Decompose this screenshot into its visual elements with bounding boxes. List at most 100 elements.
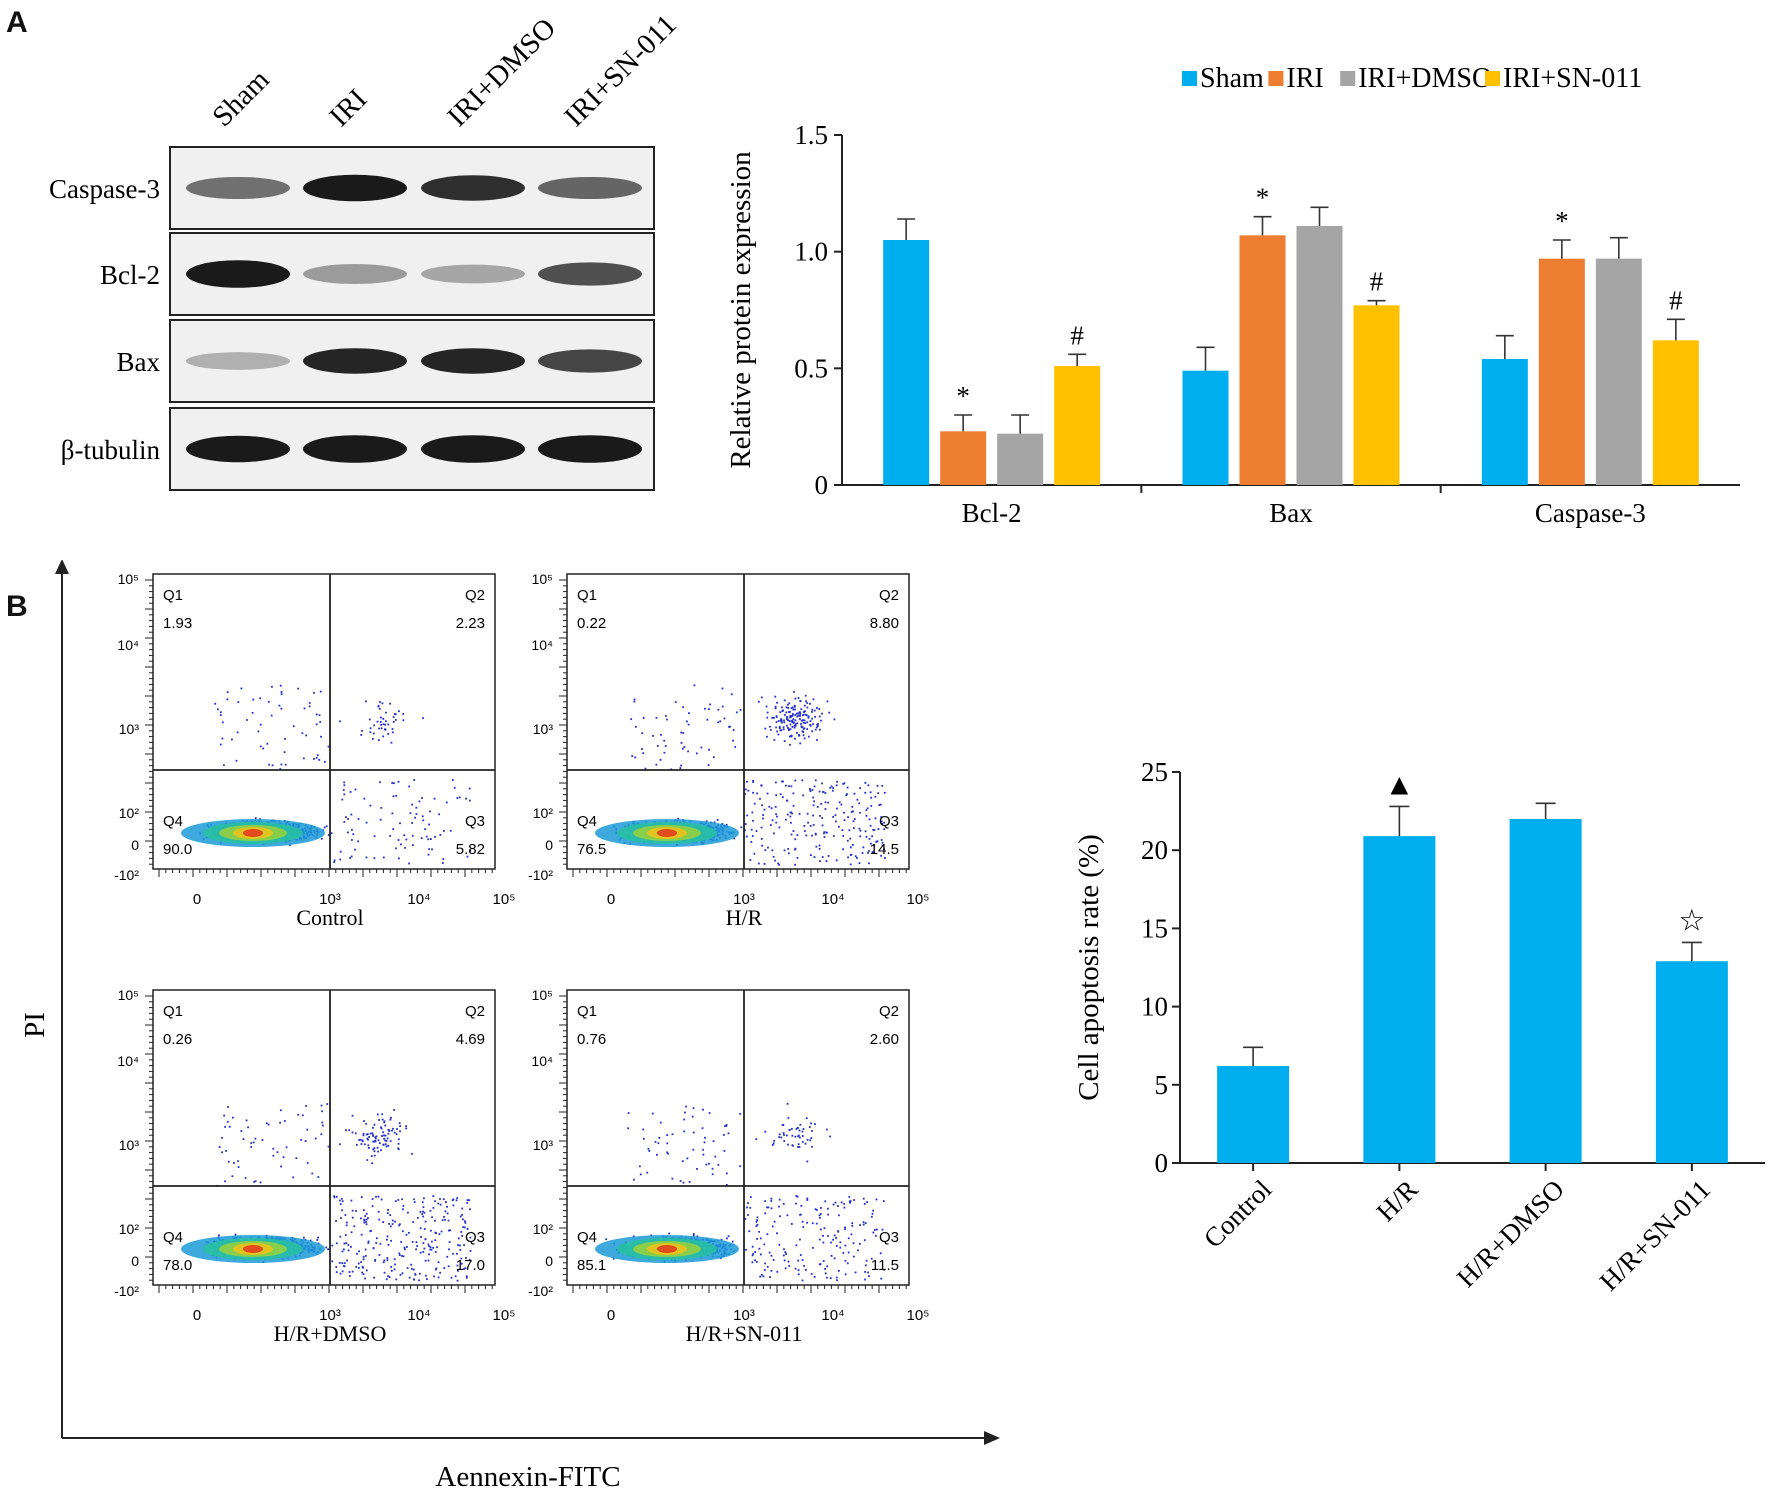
- event-dot: [865, 809, 867, 811]
- event-dot: [415, 1248, 417, 1250]
- event-dot: [353, 1225, 355, 1227]
- event-dot: [787, 704, 789, 706]
- event-dot: [415, 807, 417, 809]
- event-dot: [870, 791, 872, 793]
- event-dot: [428, 848, 430, 850]
- event-dot: [869, 838, 871, 840]
- event-dot: [284, 751, 286, 753]
- event-dot: [260, 746, 262, 748]
- event-dot: [434, 1239, 436, 1241]
- event-dot: [859, 862, 861, 864]
- event-dot: [335, 1220, 337, 1222]
- event-dot: [775, 813, 777, 815]
- event-dot: [285, 764, 287, 766]
- event-dot: [259, 697, 261, 699]
- event-dot: [777, 863, 779, 865]
- event-dot: [826, 832, 828, 834]
- event-dot: [811, 711, 813, 713]
- event-dot: [364, 1143, 366, 1145]
- event-dot: [399, 822, 401, 824]
- event-dot: [260, 1182, 262, 1184]
- event-dot: [428, 1260, 430, 1262]
- event-dot: [402, 1205, 404, 1207]
- event-dot: [771, 807, 773, 809]
- event-dot: [761, 838, 763, 840]
- event-dot: [422, 1251, 424, 1253]
- event-dot: [280, 764, 282, 766]
- significance-mark: *: [1256, 183, 1270, 213]
- event-dot: [380, 819, 382, 821]
- event-dot: [284, 1120, 286, 1122]
- event-dot: [452, 779, 454, 781]
- event-dot: [423, 1248, 425, 1250]
- quadrant-name: Q4: [163, 813, 183, 830]
- event-dot: [349, 1275, 351, 1277]
- event-dot: [283, 1156, 285, 1158]
- event-dot: [363, 1273, 365, 1275]
- bar: [1539, 259, 1585, 485]
- event-dot: [404, 1248, 406, 1250]
- event-dot: [751, 829, 753, 831]
- event-dot: [365, 1249, 367, 1251]
- event-dot: [812, 797, 814, 799]
- event-dot: [836, 781, 838, 783]
- event-dot: [384, 728, 386, 730]
- event-dot: [655, 764, 657, 766]
- blot-band: [186, 260, 290, 288]
- event-dot: [343, 821, 345, 823]
- x-tick-label: Bcl-2: [962, 498, 1022, 528]
- event-dot: [794, 714, 796, 716]
- event-dot: [246, 1119, 248, 1121]
- y-tick-label: 0.5: [794, 353, 828, 383]
- event-dot: [232, 1117, 234, 1119]
- event-dot: [391, 1130, 393, 1132]
- event-dot: [358, 1263, 360, 1265]
- quadrant-name: Q4: [163, 1229, 183, 1246]
- event-dot: [853, 820, 855, 822]
- event-dot: [280, 708, 282, 710]
- event-dot: [758, 863, 760, 865]
- event-dot: [736, 711, 738, 713]
- event-dot: [365, 1221, 367, 1223]
- event-dot: [435, 1251, 437, 1253]
- event-dot: [775, 706, 777, 708]
- event-dot: [358, 818, 360, 820]
- event-dot: [461, 1214, 463, 1216]
- event-dot: [237, 731, 239, 733]
- event-dot: [466, 1275, 468, 1277]
- event-dot: [374, 1124, 376, 1126]
- event-dot: [262, 748, 264, 750]
- event-dot: [758, 701, 760, 703]
- event-dot: [764, 728, 766, 730]
- event-dot: [325, 1246, 327, 1248]
- event-dot: [766, 717, 768, 719]
- event-dot: [355, 1132, 357, 1134]
- event-dot: [321, 1110, 323, 1112]
- event-dot: [729, 726, 731, 728]
- event-dot: [764, 849, 766, 851]
- event-dot: [336, 1271, 338, 1273]
- event-dot: [392, 1223, 394, 1225]
- legend-swatch: [1182, 71, 1197, 86]
- event-dot: [436, 1268, 438, 1270]
- event-dot: [790, 724, 792, 726]
- event-dot: [795, 725, 797, 727]
- event-dot: [341, 1209, 343, 1211]
- event-dot: [376, 1237, 378, 1239]
- event-dot: [342, 1200, 344, 1202]
- event-dot: [409, 1277, 411, 1279]
- event-dot: [272, 1155, 274, 1157]
- bar: [1054, 366, 1100, 485]
- event-dot: [272, 1148, 274, 1150]
- event-dot: [775, 707, 777, 709]
- event-dot: [416, 1245, 418, 1247]
- event-dot: [313, 758, 315, 760]
- event-dot: [339, 1200, 341, 1202]
- event-dot: [458, 1238, 460, 1240]
- event-dot: [250, 1146, 252, 1148]
- event-dot: [780, 719, 782, 721]
- quadrant-value: 2.23: [456, 615, 485, 632]
- event-dot: [422, 717, 424, 719]
- event-dot: [421, 837, 423, 839]
- event-dot: [462, 1218, 464, 1220]
